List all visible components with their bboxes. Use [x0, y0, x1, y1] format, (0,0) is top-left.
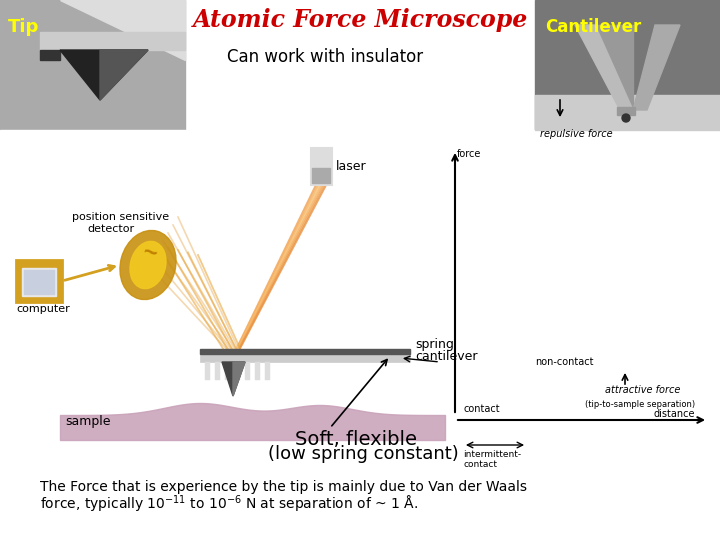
Polygon shape — [60, 0, 185, 60]
Text: Can work with insulator: Can work with insulator — [227, 48, 423, 66]
Bar — [245, 362, 250, 380]
Text: repulsive force: repulsive force — [540, 129, 613, 139]
Polygon shape — [222, 362, 245, 396]
Bar — [535, 95, 720, 130]
Text: detector: detector — [87, 224, 134, 234]
Text: (tip-to-sample separation): (tip-to-sample separation) — [585, 400, 695, 409]
Polygon shape — [60, 50, 148, 100]
Text: laser: laser — [336, 160, 366, 173]
Polygon shape — [233, 362, 245, 396]
Bar — [40, 50, 60, 60]
Bar — [0, 130, 720, 440]
Polygon shape — [100, 50, 148, 100]
Bar — [310, 147, 332, 185]
Bar — [235, 362, 240, 380]
Ellipse shape — [130, 241, 166, 288]
Text: Soft, flexible: Soft, flexible — [295, 430, 417, 449]
Text: ~: ~ — [140, 241, 161, 264]
Text: Atomic Force Microscope: Atomic Force Microscope — [192, 8, 528, 32]
Bar — [215, 362, 220, 380]
Polygon shape — [633, 25, 680, 110]
Polygon shape — [575, 25, 633, 110]
Text: sample: sample — [65, 415, 110, 428]
Text: attractive force: attractive force — [605, 385, 680, 395]
Circle shape — [622, 114, 630, 122]
Polygon shape — [595, 25, 633, 110]
Bar — [255, 362, 260, 380]
Text: cantilever: cantilever — [415, 350, 477, 363]
Bar — [617, 107, 635, 115]
Text: non-contact: non-contact — [535, 357, 593, 367]
Text: The Force that is experience by the tip is mainly due to Van der Waals: The Force that is experience by the tip … — [40, 480, 527, 494]
Text: spring: spring — [415, 338, 454, 351]
Text: contact: contact — [463, 404, 500, 414]
Bar — [200, 349, 410, 354]
Bar — [24, 270, 54, 294]
Bar — [205, 362, 210, 380]
Bar — [535, 0, 720, 130]
Bar — [312, 168, 330, 183]
Text: intermittent-
contact: intermittent- contact — [463, 450, 521, 469]
Text: position sensitive: position sensitive — [72, 212, 169, 222]
Bar — [225, 362, 230, 380]
Text: force, typically $10^{-11}$ to $10^{-6}$ N at separation of ~ 1 Å.: force, typically $10^{-11}$ to $10^{-6}$… — [40, 494, 418, 515]
Ellipse shape — [120, 231, 176, 300]
Text: Tip: Tip — [8, 18, 40, 36]
Bar — [40, 32, 185, 50]
Bar — [22, 268, 56, 296]
Text: distance: distance — [654, 409, 695, 419]
FancyBboxPatch shape — [16, 260, 62, 302]
Bar — [0, 0, 185, 130]
Bar — [200, 352, 410, 362]
Text: computer: computer — [16, 304, 70, 314]
Text: Cantilever: Cantilever — [545, 18, 642, 36]
Text: force: force — [457, 149, 482, 159]
Bar — [265, 362, 270, 380]
Text: (low spring constant): (low spring constant) — [268, 445, 459, 463]
